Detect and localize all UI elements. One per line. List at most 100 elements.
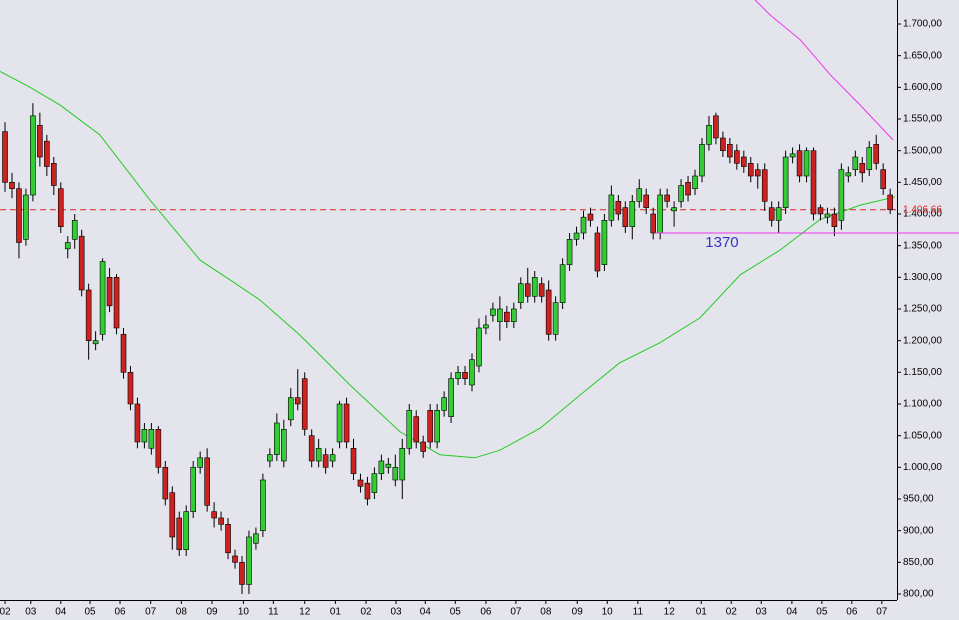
- x-tick-label: 12: [299, 607, 311, 618]
- candle-body: [782, 156, 789, 208]
- candle-body: [399, 448, 406, 481]
- candle-body: [392, 467, 399, 481]
- candle-body: [16, 188, 22, 243]
- candle-body: [545, 289, 552, 335]
- candle-body: [260, 479, 266, 531]
- candle-body: [706, 125, 712, 145]
- x-tick-label: 12: [664, 607, 676, 618]
- candle-body: [218, 517, 224, 525]
- candle-body: [204, 457, 210, 506]
- candle-body: [734, 150, 740, 164]
- y-tick-label: 1.250,00: [903, 304, 942, 315]
- support-label: 1370: [705, 234, 738, 251]
- x-tick-label: 01: [696, 607, 708, 618]
- candle-body: [636, 188, 643, 202]
- candle-body: [190, 467, 196, 512]
- candle-body: [71, 220, 78, 240]
- candle-body: [580, 216, 587, 234]
- candle-body: [754, 169, 761, 177]
- x-tick-label: 07: [145, 607, 157, 618]
- candle-body: [664, 194, 670, 202]
- candle-body: [141, 429, 148, 443]
- candle-body: [120, 334, 127, 373]
- candle-body: [448, 378, 454, 417]
- x-tick-label: 07: [510, 607, 522, 618]
- candle-body: [511, 308, 517, 322]
- x-tick-label: 01: [330, 607, 342, 618]
- candle-body: [629, 201, 636, 227]
- candle-body: [441, 397, 447, 411]
- candle-body: [517, 283, 524, 303]
- candle-body: [803, 150, 810, 177]
- candle-body: [469, 359, 475, 386]
- x-tick-label: 07: [876, 607, 888, 618]
- candle-body: [350, 448, 357, 474]
- candle-body: [274, 422, 280, 455]
- candle-body: [601, 220, 608, 265]
- candle-body: [650, 213, 657, 234]
- candle-body: [127, 372, 134, 405]
- candle-body: [57, 188, 64, 227]
- y-tick-label: 900,00: [903, 525, 934, 536]
- candle-body: [852, 156, 859, 170]
- candle-body: [51, 163, 57, 186]
- candle-body: [504, 311, 510, 322]
- candle-body: [78, 235, 85, 291]
- y-tick-label: 1.000,00: [903, 462, 942, 473]
- candle-body: [845, 172, 852, 177]
- candle-body: [246, 536, 252, 585]
- candle-body: [294, 397, 301, 405]
- candle-body: [747, 163, 754, 177]
- candle-body: [2, 131, 8, 183]
- y-tick-label: 800,00: [903, 589, 934, 600]
- x-tick-label: 02: [726, 607, 738, 618]
- last-price-label: 1.406,66: [903, 204, 942, 215]
- x-tick-label: 05: [816, 607, 828, 618]
- candle-body: [343, 403, 350, 443]
- candle-body: [796, 150, 803, 177]
- x-tick-label: 11: [633, 607, 644, 618]
- candle-body: [775, 207, 782, 221]
- candle-body: [267, 454, 273, 462]
- candle-body: [713, 115, 719, 139]
- candle-body: [741, 156, 747, 167]
- x-tick-label: 04: [55, 607, 67, 618]
- candle-body: [838, 169, 845, 221]
- candle-body: [866, 147, 873, 170]
- candle-body: [371, 473, 378, 493]
- candle-body: [699, 144, 705, 177]
- candle-body: [162, 467, 169, 500]
- candle-body: [385, 463, 392, 468]
- candle-body: [831, 213, 838, 227]
- y-tick-label: 1.150,00: [903, 367, 942, 378]
- x-tick-label: 05: [84, 607, 96, 618]
- candle-body: [685, 182, 691, 196]
- candle-body: [37, 125, 43, 158]
- candle-body: [810, 150, 817, 215]
- y-tick-label: 1.400,00: [903, 209, 942, 220]
- candle-body: [587, 213, 594, 221]
- candle-body: [573, 232, 580, 240]
- candle-body: [378, 460, 385, 474]
- candle-body: [9, 182, 15, 189]
- candle-body: [671, 207, 677, 212]
- candle-body: [406, 410, 413, 449]
- x-tick-label: 04: [420, 607, 432, 618]
- candle-body: [538, 283, 545, 297]
- candle-body: [232, 555, 238, 563]
- candle-body: [30, 115, 36, 196]
- candle-body: [727, 144, 733, 158]
- candle-body: [476, 327, 482, 367]
- y-tick-label: 1.450,00: [903, 177, 942, 188]
- candle-body: [336, 403, 343, 443]
- candle-body: [615, 201, 622, 215]
- candle-body: [301, 378, 308, 430]
- candle-body: [524, 283, 531, 297]
- candle-body: [643, 194, 650, 208]
- candle-body: [44, 140, 50, 167]
- candle-body: [497, 308, 503, 322]
- y-tick-label: 1.500,00: [903, 145, 942, 156]
- candle-body: [64, 242, 71, 250]
- x-tick-label: 09: [206, 607, 218, 618]
- candle-body: [427, 410, 433, 443]
